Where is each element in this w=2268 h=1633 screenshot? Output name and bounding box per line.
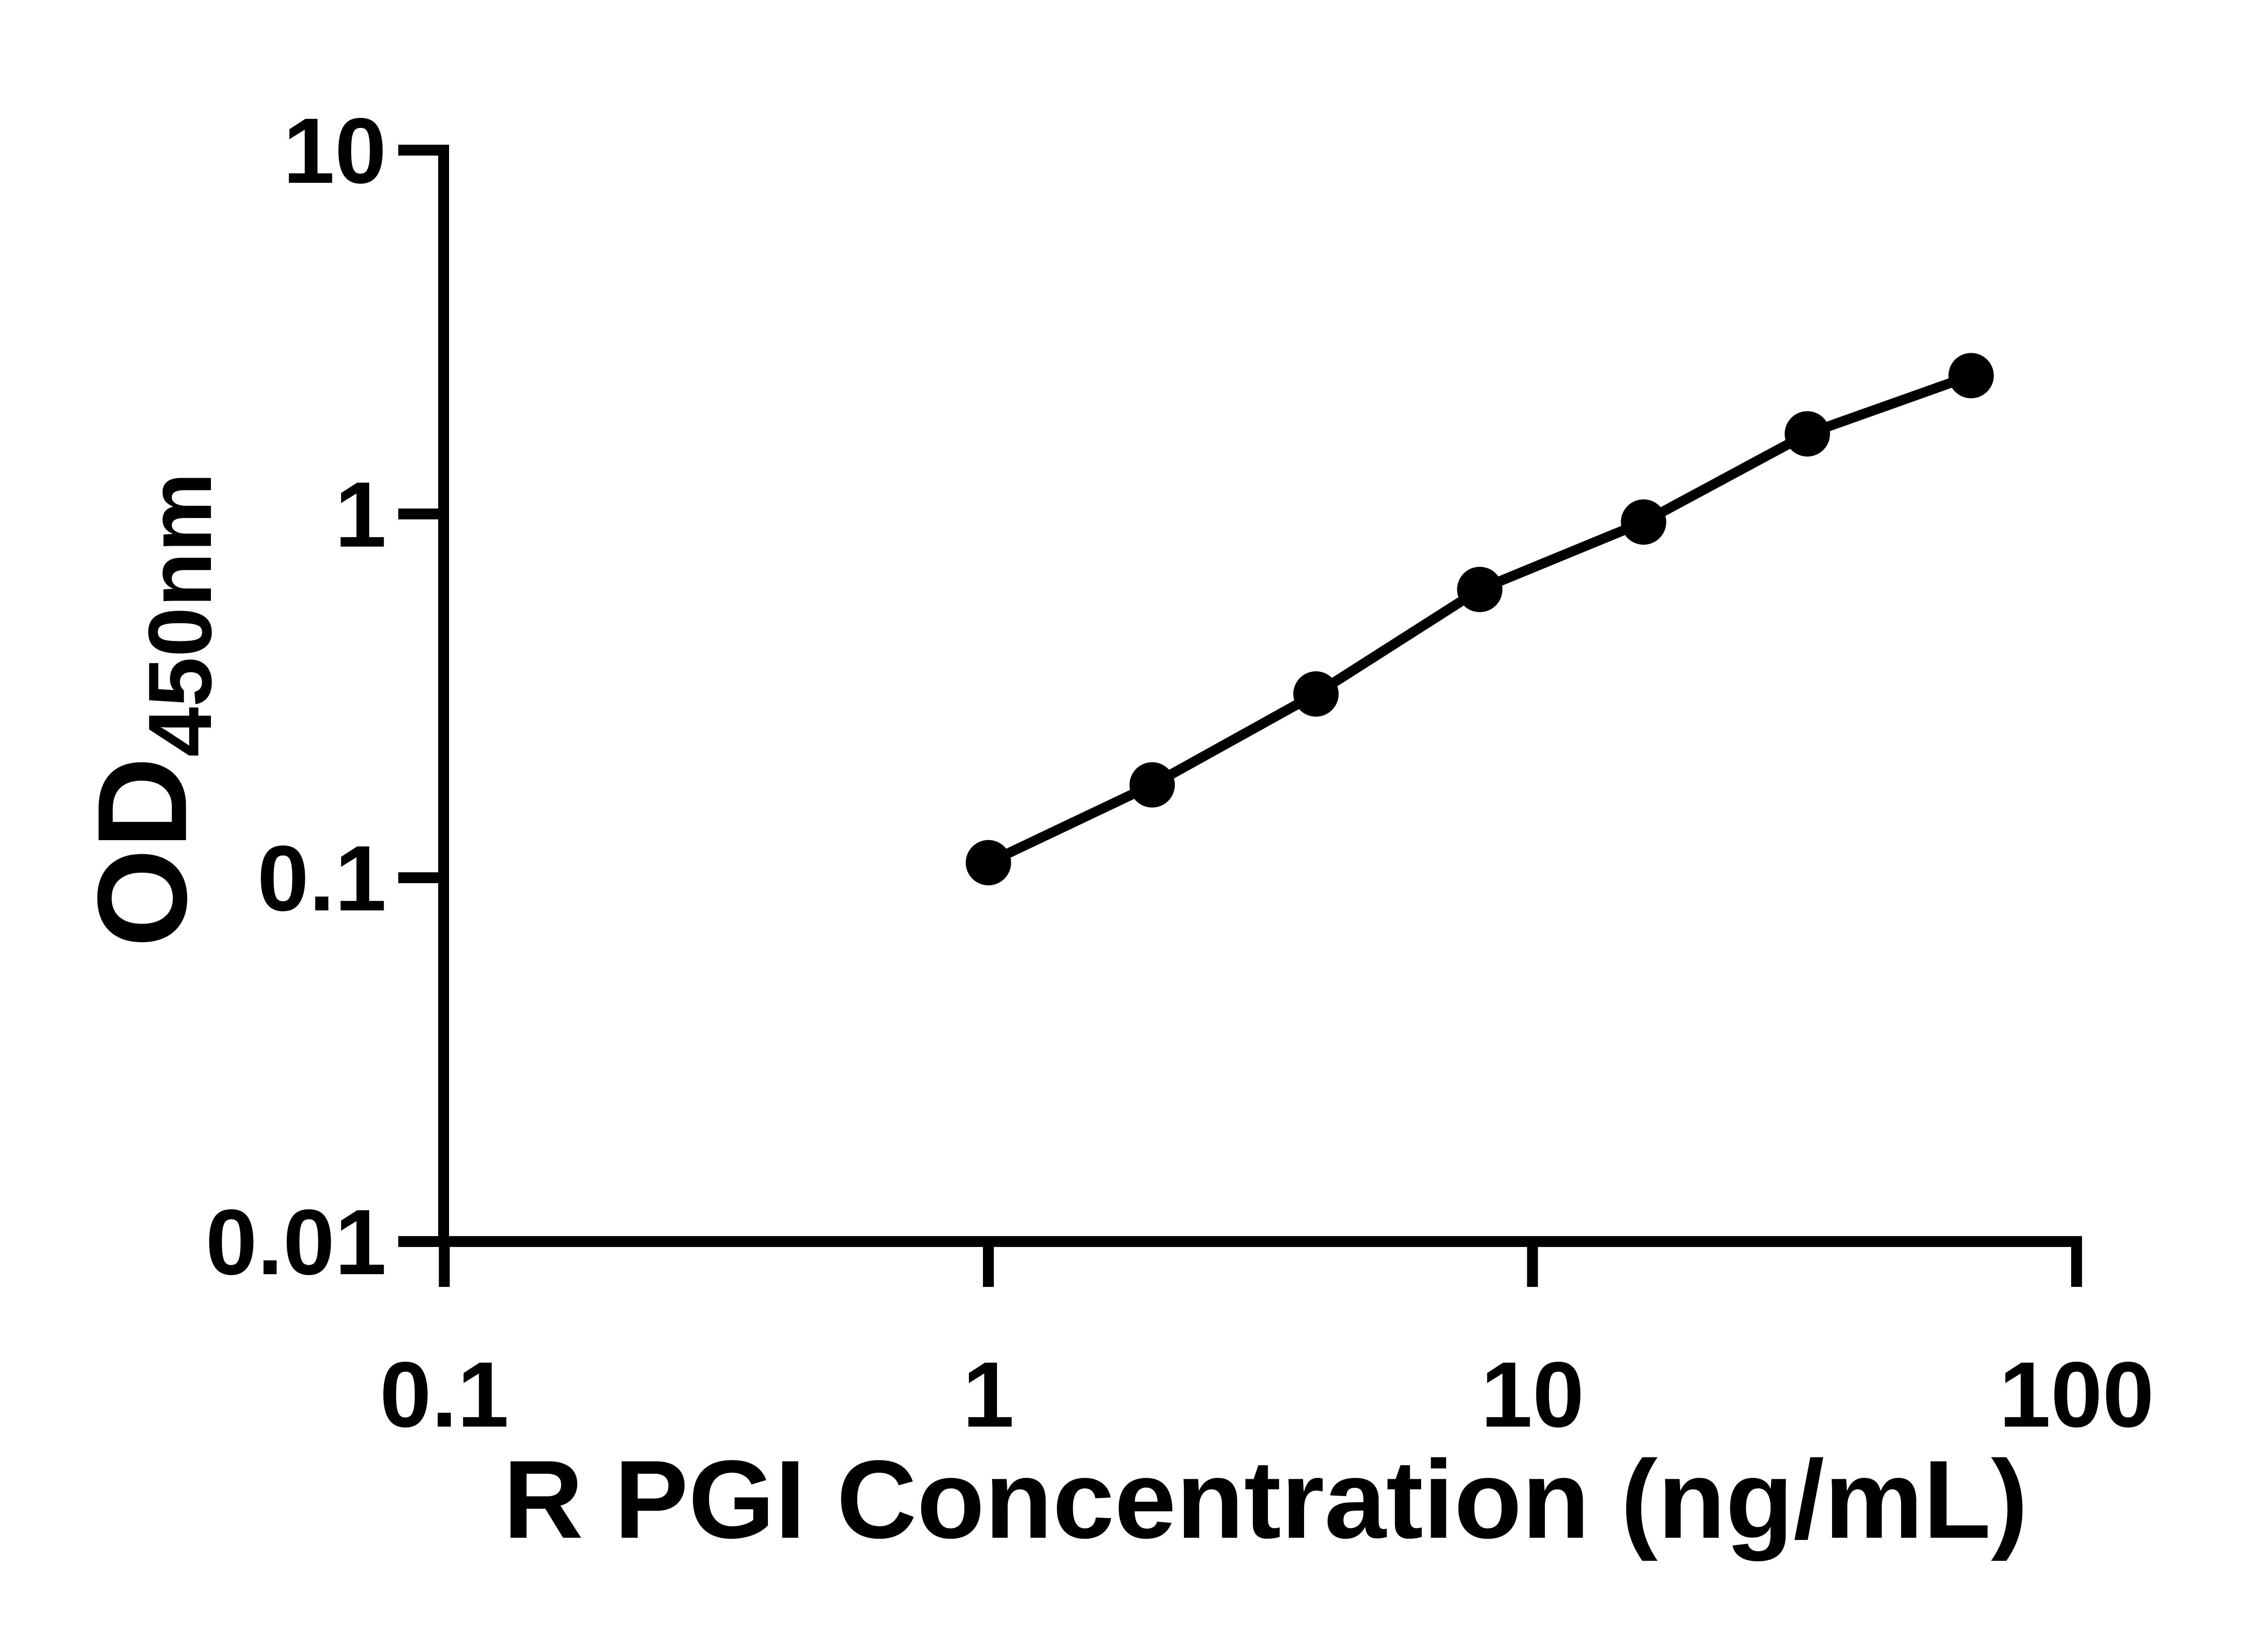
- x-axis-title: R PGI Concentration (ng/mL): [503, 1437, 2028, 1561]
- y-tick-label-10: 10: [283, 99, 386, 203]
- y-axis-title-subscript: 450nm: [130, 472, 230, 757]
- x-tick-label-1: 1: [963, 1343, 1014, 1447]
- series-layer: [966, 353, 1994, 885]
- x-tick-label-100: 100: [1999, 1343, 2154, 1447]
- data-point-x4: [1293, 671, 1339, 717]
- x-tick-label-0.1: 0.1: [380, 1343, 509, 1447]
- data-point-x32: [1784, 411, 1830, 457]
- data-point-x64: [1948, 353, 1994, 399]
- data-point-x1: [966, 840, 1011, 885]
- y-tick-label-0.01: 0.01: [205, 1190, 386, 1294]
- data-point-x16: [1621, 499, 1667, 545]
- data-point-x2: [1129, 762, 1175, 808]
- y-axis-title: OD450nm: [72, 472, 230, 947]
- data-point-x8: [1457, 567, 1503, 612]
- x-tick-label-10: 10: [1481, 1343, 1584, 1447]
- y-axis-title-main: OD: [72, 757, 213, 948]
- y-tick-label-0.1: 0.1: [257, 826, 386, 930]
- axes-layer: 10 1 0.1 0.01 0.1 1 10 100: [205, 99, 2154, 1447]
- y-tick-label-1: 1: [335, 463, 386, 567]
